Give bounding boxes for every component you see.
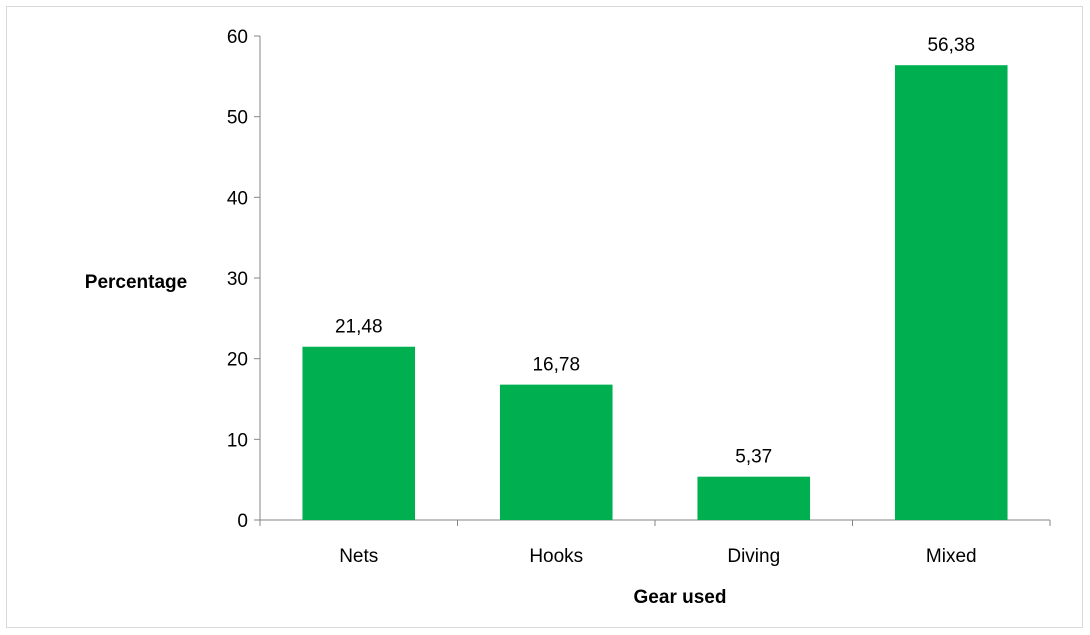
y-axis-title: Percentage — [85, 272, 187, 293]
y-axis: 0 10 20 30 40 50 60 — [227, 27, 261, 532]
bar-hooks — [499, 384, 613, 520]
bar-nets — [302, 346, 416, 520]
data-label-mixed: 56,38 — [927, 35, 975, 56]
x-tick-label-mixed: Mixed — [926, 546, 977, 567]
bar-diving — [697, 476, 811, 520]
data-label-diving: 5,37 — [735, 447, 772, 468]
y-tick-label: 30 — [227, 269, 248, 290]
y-tick-label: 60 — [227, 27, 248, 48]
x-tick-label-hooks: Hooks — [529, 546, 583, 567]
y-tick-label: 0 — [237, 511, 248, 532]
bar-mixed — [894, 65, 1008, 521]
x-tick-label-diving: Diving — [727, 546, 780, 567]
y-tick-label: 40 — [227, 188, 248, 209]
data-label-nets: 21,48 — [335, 317, 383, 338]
bars — [302, 65, 1008, 521]
x-axis-title: Gear used — [634, 587, 727, 608]
y-tick-label: 20 — [227, 350, 248, 371]
x-tick-label-nets: Nets — [339, 546, 378, 567]
data-labels: 21,48 16,78 5,37 56,38 — [335, 35, 975, 467]
x-axis: Nets Hooks Diving Mixed — [259, 519, 1051, 567]
y-tick-label: 50 — [227, 108, 248, 129]
data-label-hooks: 16,78 — [532, 355, 580, 376]
y-tick-label: 10 — [227, 430, 248, 451]
